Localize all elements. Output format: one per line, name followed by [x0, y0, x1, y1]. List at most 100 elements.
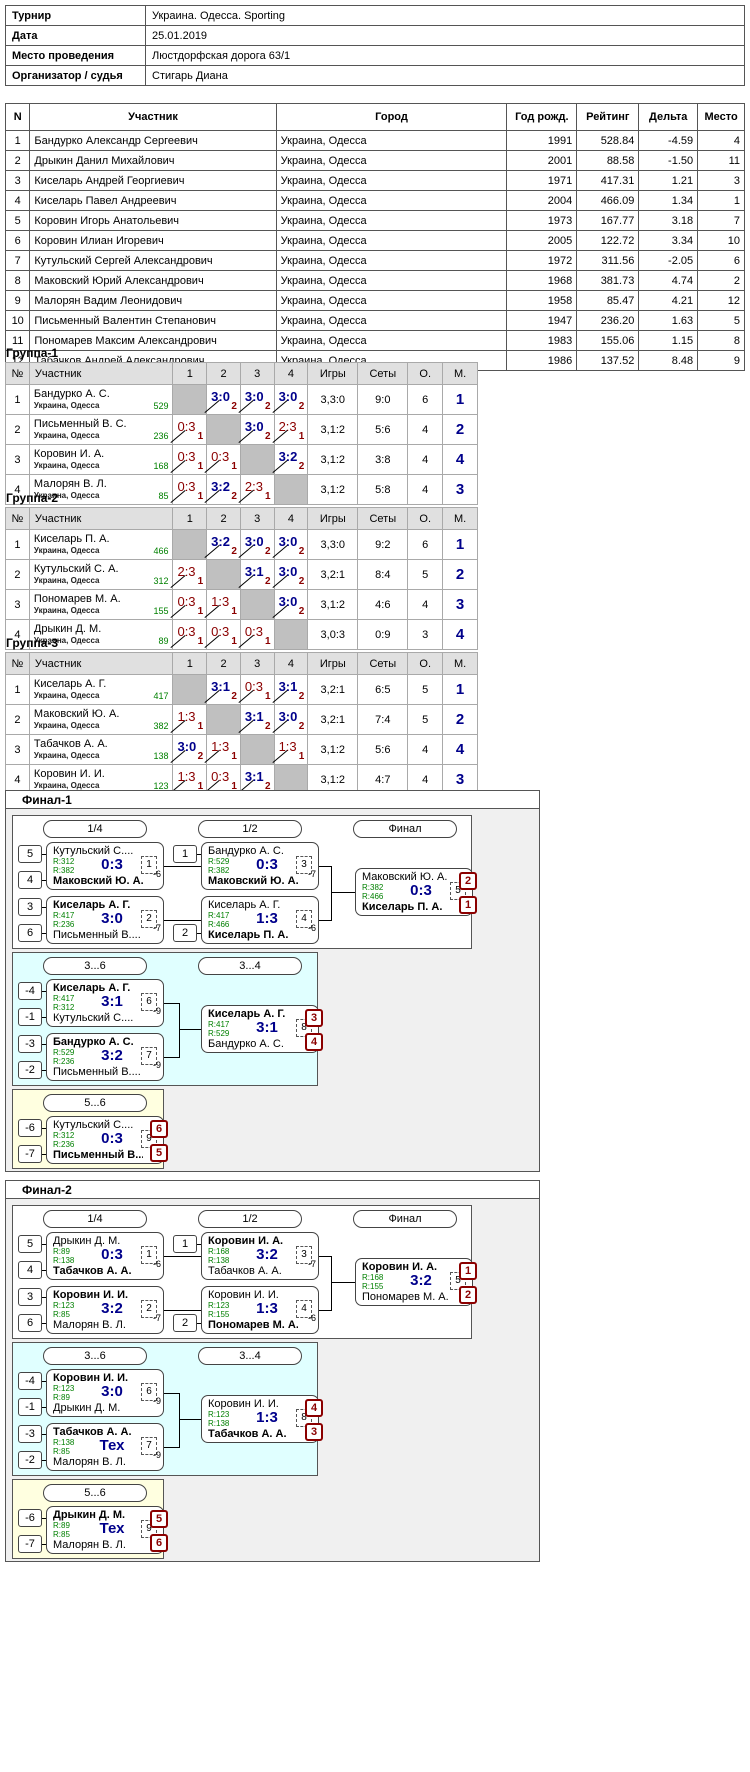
seed-box: 3 [18, 1288, 42, 1306]
round-label: 3...4 [198, 1347, 302, 1365]
column-header: 4 [273, 507, 309, 530]
final-place-badge: 1 [459, 1262, 477, 1280]
match-score: 3:0 [244, 419, 264, 434]
table-cell: 3 [4, 170, 31, 191]
player-cell: Пономарев М. А. Украина, Одесса 155 [28, 589, 174, 620]
match-box: Кутульский С.... R:312 R:382 0:3 1 Маковский … [46, 842, 164, 890]
row-number: 2 [5, 559, 30, 590]
match-result: 1:3 1 [170, 705, 206, 734]
sets-cell: 5:6 [357, 734, 409, 765]
place-cell: 2 [442, 414, 478, 445]
group-header-row: № Участник 1 2 3 4 Игры Сеты О. М. [5, 652, 478, 675]
match-result: 3:0 2 [238, 530, 274, 559]
row-number: 4 [5, 619, 30, 650]
placement-bracket: 5...6 -6 -7 Дрыкин Д. М. R:89 R:85 Тех 9 Малорян… [12, 1479, 168, 1559]
bracket-line [179, 1029, 201, 1030]
match-player-1: Дрыкин Д. М. [53, 1235, 121, 1247]
match-player-1: Бандурко А. С. [53, 1036, 134, 1048]
row-number: 3 [5, 444, 30, 475]
player-city: Украина, Одесса [33, 721, 100, 730]
player-city: Украина, Одесса [33, 491, 100, 500]
round-label: 1/2 [198, 820, 302, 838]
match-player-1: Коровин И. И. [208, 1289, 279, 1301]
match-points: 2 [231, 401, 237, 412]
player-2-rating: R:382 [53, 866, 75, 875]
bracket-line [42, 1128, 47, 1129]
match-points: 1 [298, 431, 305, 442]
match-score: 0:3 [177, 624, 196, 639]
table-cell: 1.34 [638, 190, 699, 211]
games-cell: 3,2:1 [307, 704, 359, 735]
bracket-line [331, 1282, 355, 1283]
place-cell: 1 [442, 674, 478, 705]
participants-table: N Участник Город Год рожд. Рейтинг Дельта Мест… [4, 103, 745, 371]
match-result: 0:3 1 [170, 445, 206, 474]
table-cell: 2004 [506, 190, 578, 211]
table-cell: 4 [4, 190, 31, 211]
player-city: Украина, Одесса [33, 636, 100, 645]
bracket-line [42, 1460, 47, 1461]
player-cell: Табачков А. А. Украина, Одесса 138 [28, 734, 174, 765]
player-cell: Киселарь П. А. Украина, Одесса 466 [28, 529, 174, 560]
column-header: № [5, 362, 30, 385]
player-cell: Киселарь А. Г. Украина, Одесса 417 [28, 674, 174, 705]
match-cell: 3:0 2 [170, 734, 208, 765]
table-cell: Коровин Игорь Анатольевич [29, 210, 277, 231]
table-cell: Украина, Одесса [275, 170, 508, 191]
diagonal-cell [172, 529, 208, 560]
main-bracket: 1/4 1/2 Финал 5 4 3 6 1 2 Кутульский С.... R:312 R:… [12, 815, 477, 949]
column-header: М. [442, 652, 478, 675]
match-player-1: Коровин И. И. [53, 1372, 129, 1384]
info-row: Организатор / судья Стигарь Диана [5, 65, 745, 86]
match-box: Коровин И. И. R:123 R:138 1:3 8 Табачков А. А… [201, 1395, 323, 1443]
diagonal-cell [172, 384, 208, 415]
group-row: 3 Пономарев М. А. Украина, Одесса 155 0:3 1 1:… [5, 589, 478, 620]
match-result: 3:0 2 [204, 385, 240, 414]
table-cell: 417.31 [576, 170, 640, 191]
player-rating: 382 [153, 721, 169, 731]
player-2-rating: R:138 [208, 1419, 230, 1428]
match-cell: 0:3 1 [170, 619, 208, 650]
player-1-rating: R:417 [53, 911, 75, 920]
games-cell: 3,1:2 [307, 414, 359, 445]
player-rating: 138 [153, 751, 169, 761]
bracket-line [42, 854, 47, 855]
round-label: 3...6 [43, 1347, 147, 1365]
match-points: 1 [231, 781, 237, 792]
table-cell: -2.05 [638, 250, 699, 271]
table-cell: 10 [4, 310, 31, 331]
column-header: Сеты [357, 362, 409, 385]
table-cell: 3.18 [638, 210, 699, 231]
points-cell: 4 [407, 444, 444, 475]
match-result: 3:0 2 [238, 415, 274, 444]
match-cell: 3:2 2 [204, 529, 241, 560]
player-cell: Коровин И. И. Украина, Одесса 123 [28, 764, 174, 795]
games-cell: 3,1:2 [307, 734, 359, 765]
match-points: 1 [231, 606, 237, 617]
sets-cell: 0:9 [357, 619, 409, 650]
match-cell: 3:0 2 [204, 384, 241, 415]
info-key: Дата [5, 25, 146, 46]
table-cell: Украина, Одесса [275, 330, 508, 351]
bracket-line [164, 1393, 179, 1394]
seed-box: -7 [18, 1145, 42, 1163]
match-score: 0:3 [101, 856, 123, 873]
table-cell: 1.15 [638, 330, 699, 351]
match-score: 3:0 [211, 389, 230, 404]
table-cell: 1972 [506, 250, 578, 271]
seed-box: -2 [18, 1451, 42, 1469]
match-result: 3:0 2 [272, 385, 308, 414]
bracket-line [331, 1256, 332, 1311]
loser-link-label: -7 [308, 1259, 317, 1269]
player-city: Украина, Одесса [33, 576, 100, 585]
group-table: № Участник 1 2 3 4 Игры Сеты О. М. 1 Киселарь А. Г.… [5, 652, 478, 795]
participants-header-row: N Участник Город Год рожд. Рейтинг Дельта Мест… [4, 103, 745, 131]
bracket-line [164, 1057, 179, 1058]
table-cell: Малорян Вадим Леонидович [29, 290, 277, 311]
group-table: № Участник 1 2 3 4 Игры Сеты О. М. 1 Киселарь П. А.… [5, 507, 478, 650]
match-cell: 2:3 1 [272, 414, 309, 445]
row-number: 3 [5, 734, 30, 765]
match-result: 0:3 1 [204, 445, 240, 474]
match-box: Коровин И. И. R:123 R:89 3:0 6 Дрыкин Д. М. [46, 1369, 164, 1417]
sets-cell: 6:5 [357, 674, 409, 705]
